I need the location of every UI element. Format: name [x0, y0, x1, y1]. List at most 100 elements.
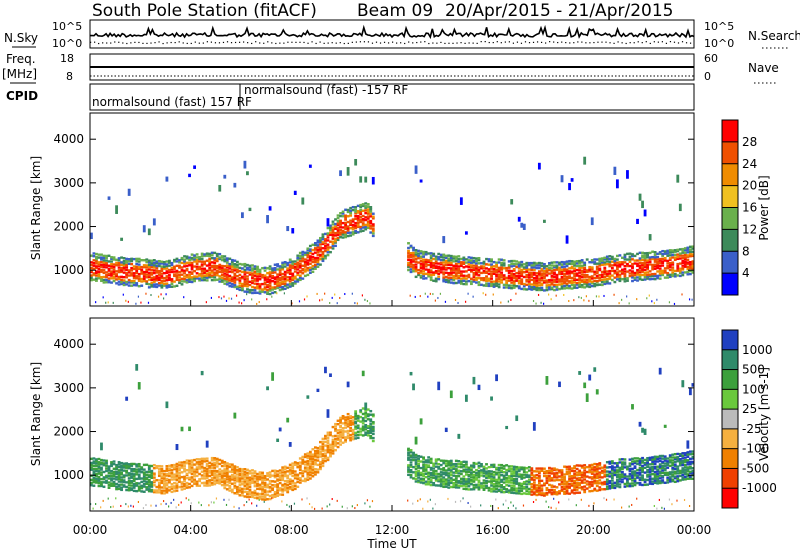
echo-cell — [545, 288, 549, 292]
echo-cell — [432, 481, 436, 485]
echo-cell — [130, 487, 134, 490]
nsearch-point — [230, 42, 233, 44]
echo-cell — [558, 263, 561, 266]
echo-cell — [537, 491, 541, 495]
echo-cell — [210, 459, 214, 462]
echo-cell — [417, 462, 420, 465]
echo-cell — [175, 444, 179, 451]
echo-cell — [512, 272, 516, 276]
echo-cell — [462, 274, 466, 277]
echo-cell — [366, 210, 370, 213]
echo-cell — [444, 256, 448, 260]
echo-cell — [336, 431, 340, 435]
echo-cell — [414, 266, 418, 269]
echo-cell — [334, 222, 337, 226]
echo-cell — [678, 203, 682, 212]
echo-cell — [218, 257, 222, 261]
echo-cell — [263, 478, 267, 482]
echo-cell — [233, 259, 237, 262]
echo-cell — [349, 222, 353, 225]
echo-cell — [243, 490, 247, 494]
echo-cell — [248, 498, 250, 501]
echo-cell — [470, 466, 473, 469]
echo-cell — [331, 231, 335, 234]
echo-cell — [610, 465, 614, 468]
echo-cell — [135, 468, 139, 471]
echo-cell — [175, 476, 179, 480]
echo-cell — [447, 483, 451, 487]
echo-cell — [135, 482, 139, 485]
echo-cell — [636, 273, 639, 276]
echo-cell — [422, 252, 426, 256]
echo-cell — [183, 465, 186, 468]
echo-cell — [449, 459, 453, 463]
echo-cell — [615, 473, 619, 477]
echo-cell — [137, 284, 141, 288]
echo-cell — [462, 276, 466, 280]
echo-cell — [120, 269, 124, 272]
echo-cell — [296, 477, 300, 481]
echo-cell — [351, 428, 355, 432]
echo-cell — [651, 257, 655, 261]
echo-cell — [346, 434, 350, 438]
echo-cell — [286, 271, 290, 274]
echo-cell — [437, 272, 441, 275]
echo-cell — [633, 472, 637, 475]
echo-cell — [258, 487, 262, 491]
echo-cell — [185, 484, 189, 487]
echo-cell — [268, 265, 272, 268]
echo-cell — [110, 281, 113, 284]
echo-cell — [563, 478, 566, 481]
echo-cell — [510, 501, 512, 504]
echo-cell — [100, 268, 103, 272]
echo-cell — [543, 281, 546, 284]
echo-cell — [190, 268, 194, 271]
echo-cell — [658, 272, 662, 275]
echo-cell — [439, 253, 443, 257]
echo-cell — [412, 453, 415, 457]
echo-cell — [595, 465, 599, 468]
echo-cell — [361, 429, 365, 432]
echo-cell — [480, 474, 483, 477]
echo-cell — [540, 487, 544, 490]
echo-cell — [550, 298, 552, 301]
nsearch-point — [234, 41, 237, 44]
echo-cell — [515, 292, 517, 295]
echo-cell — [683, 263, 687, 266]
echo-cell — [160, 269, 164, 273]
echo-cell — [248, 266, 252, 269]
echo-cell — [676, 257, 680, 261]
echo-cell — [213, 469, 217, 472]
echo-cell — [626, 480, 629, 483]
echo-cell — [266, 498, 269, 501]
echo-cell — [190, 459, 194, 462]
echo-cell — [643, 268, 647, 272]
echo-cell — [288, 266, 292, 269]
echo-cell — [673, 253, 677, 257]
echo-cell — [633, 479, 637, 483]
echo-cell — [422, 465, 426, 468]
echo-cell — [364, 211, 368, 215]
echo-cell — [643, 264, 647, 267]
echo-cell — [558, 483, 561, 486]
echo-cell — [565, 268, 569, 271]
echo-cell — [359, 230, 363, 233]
echo-cell — [691, 262, 695, 265]
echo-cell — [361, 209, 365, 212]
echo-cell — [510, 269, 514, 273]
echo-cell — [454, 483, 458, 487]
echo-cell — [336, 419, 340, 422]
echo-cell — [130, 464, 134, 467]
echo-cell — [651, 300, 653, 303]
echo-cell — [452, 471, 456, 474]
echo-cell — [444, 482, 448, 486]
echo-cell — [555, 288, 559, 291]
echo-cell — [324, 459, 327, 463]
echo-cell — [233, 279, 237, 282]
echo-cell — [228, 481, 232, 485]
echo-cell — [112, 484, 116, 487]
echo-cell — [525, 471, 529, 474]
echo-cell — [543, 302, 545, 305]
echo-cell — [246, 487, 249, 490]
echo-cell — [500, 261, 504, 265]
